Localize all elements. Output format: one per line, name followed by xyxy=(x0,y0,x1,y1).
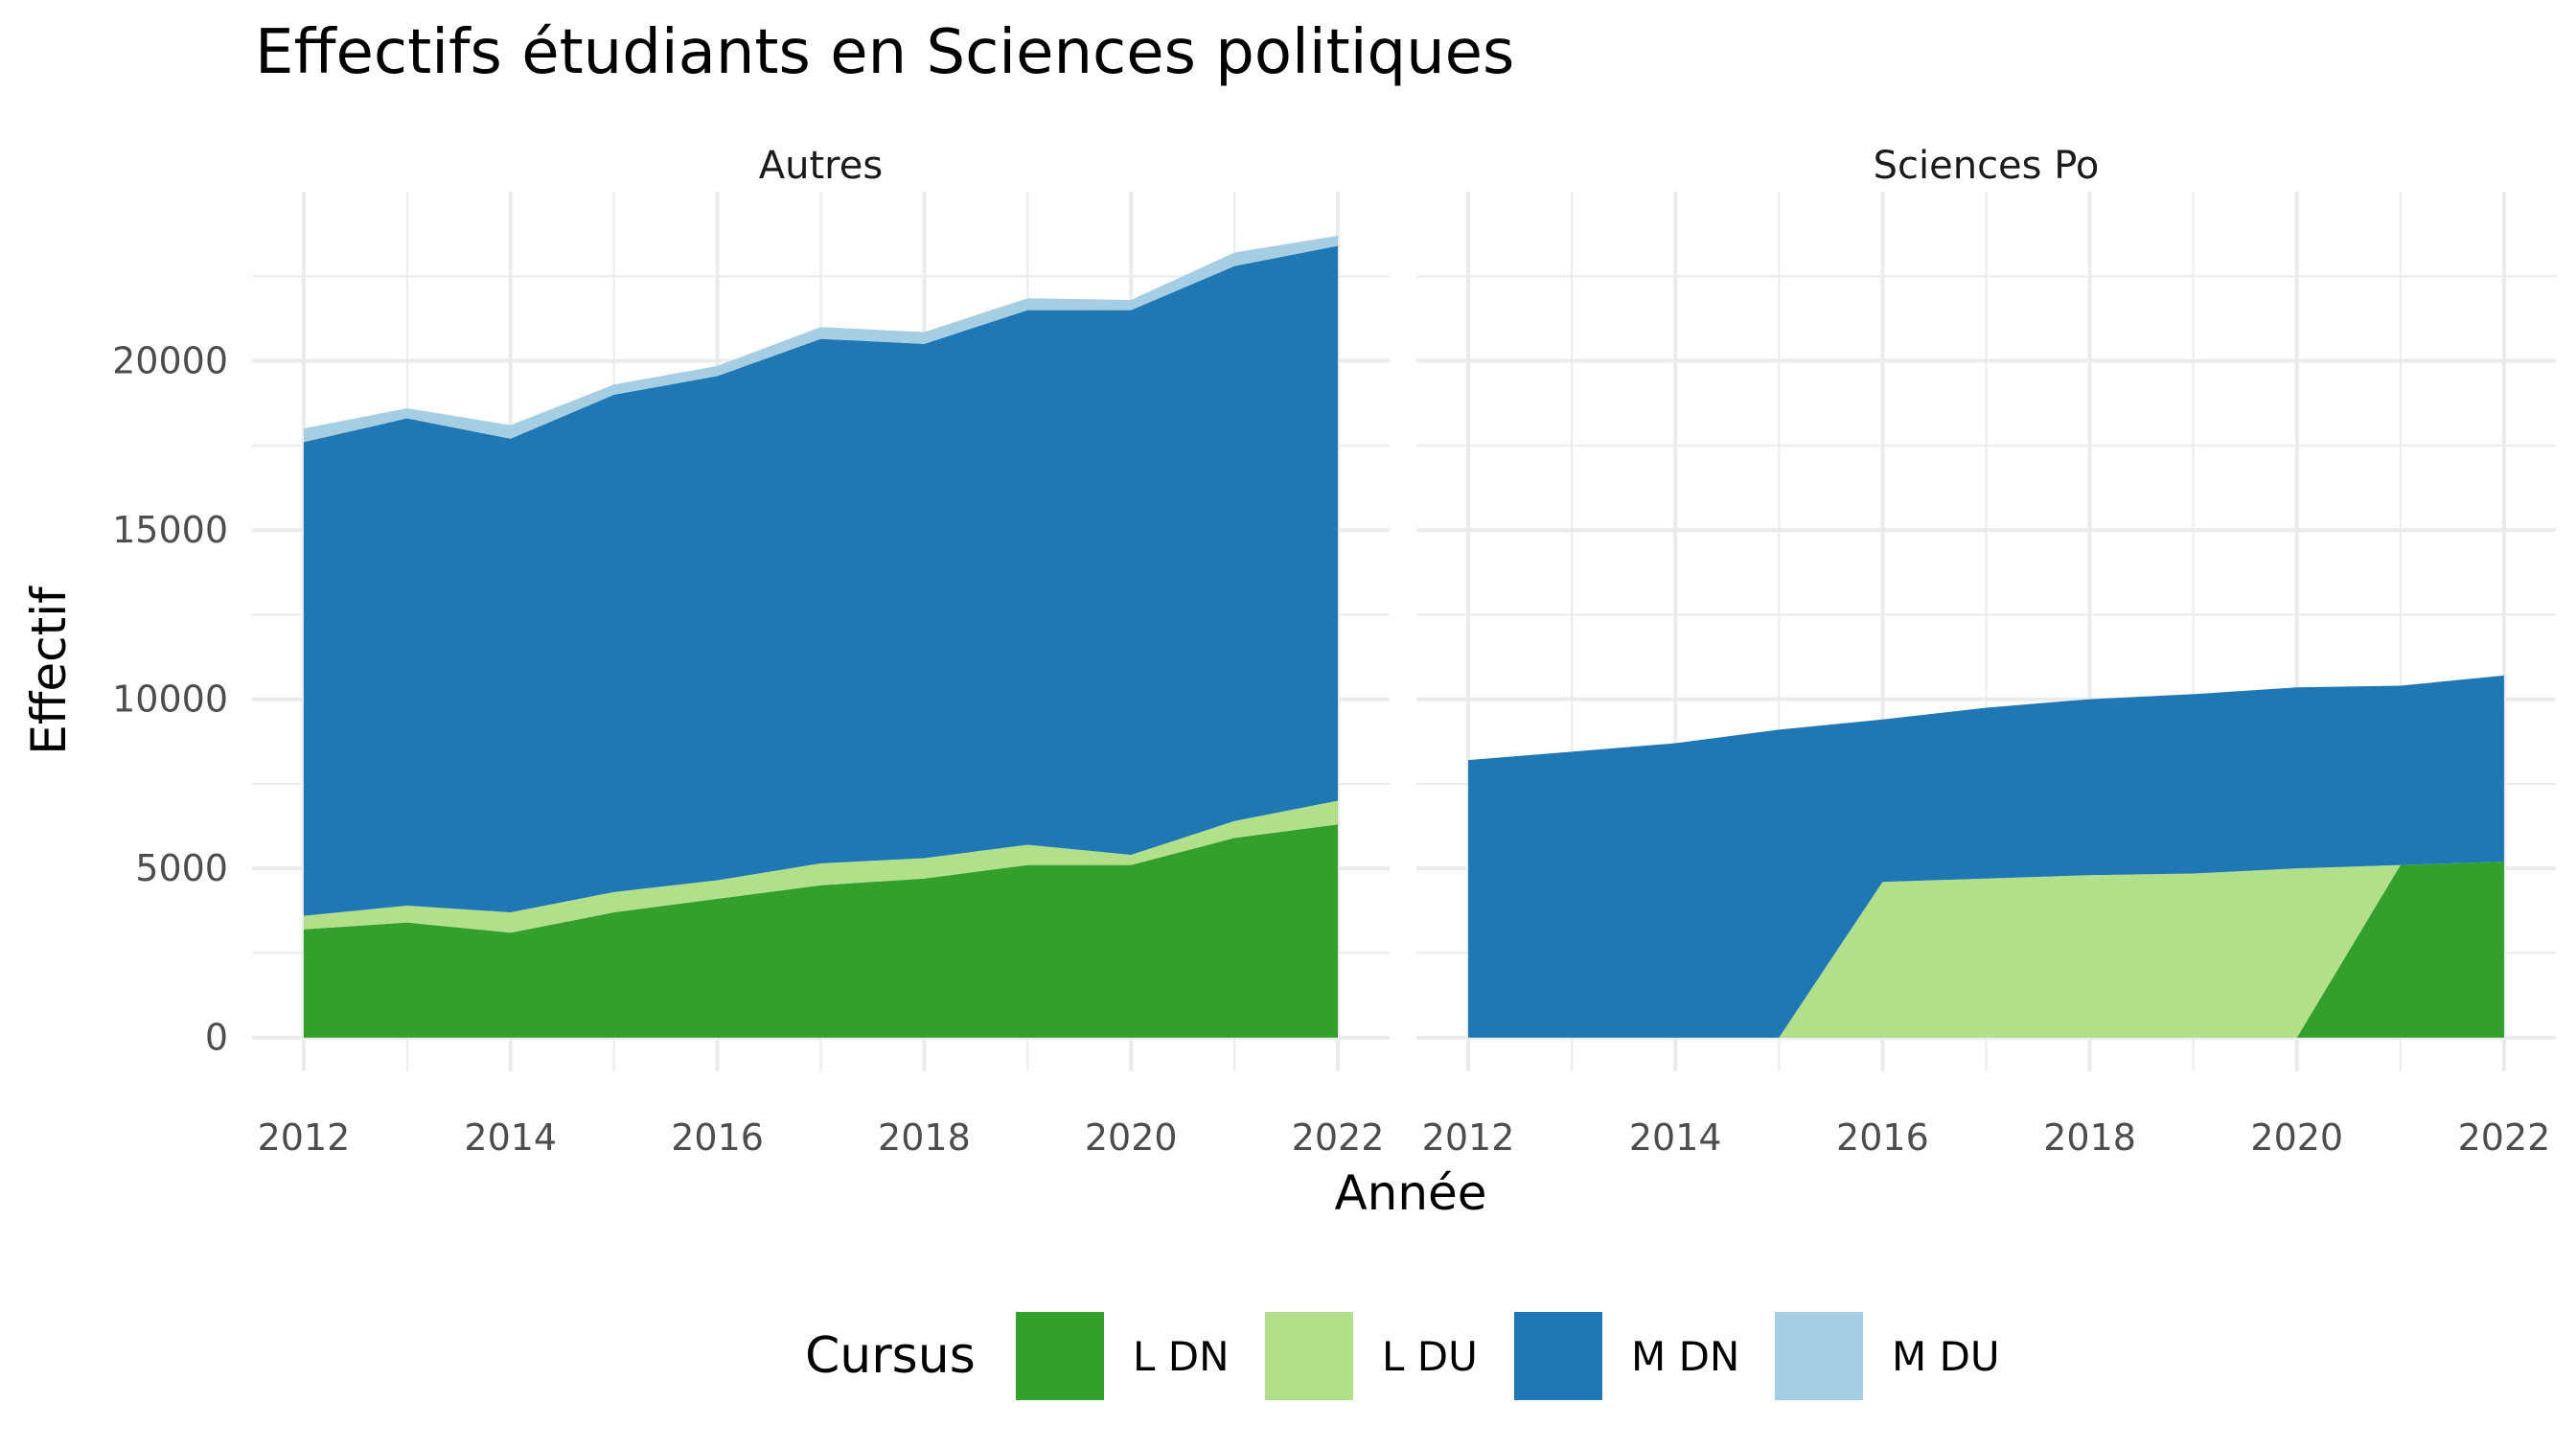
x-tick-label: 2016 xyxy=(1836,1116,1929,1159)
y-tick-label: 5000 xyxy=(135,847,228,889)
facet-label: Sciences Po xyxy=(1874,144,2100,188)
legend-item-m-du: M DU xyxy=(1775,1312,2000,1400)
x-tick-label: 2014 xyxy=(1629,1116,1722,1159)
x-axis-ticks: 2012 2014 2016 2018 2020 2022 xyxy=(1422,1116,2551,1159)
x-tick-label: 2018 xyxy=(2043,1116,2136,1159)
x-tick-label: 2012 xyxy=(1422,1116,1515,1159)
x-tick-label: 2012 xyxy=(258,1116,351,1159)
area-m-dn xyxy=(1468,675,2504,1038)
y-axis-ticks: 0 5000 10000 15000 20000 xyxy=(112,340,228,1059)
legend-key xyxy=(1775,1312,1863,1400)
x-tick-label: 2020 xyxy=(2250,1116,2343,1159)
area-l-du xyxy=(1468,862,2504,1038)
area-l-dn xyxy=(1468,862,2504,1038)
legend-label: M DN xyxy=(1631,1333,1739,1380)
legend-label: M DU xyxy=(1892,1333,2000,1380)
x-tick-label: 2022 xyxy=(2458,1116,2551,1159)
y-tick-label: 20000 xyxy=(112,340,228,382)
legend-item-m-dn: M DN xyxy=(1514,1312,1739,1400)
legend-key xyxy=(1514,1312,1602,1400)
legend-item-l-du: L DU xyxy=(1265,1312,1478,1400)
x-axis-title: Année xyxy=(1334,1165,1486,1221)
panel-sciences-po: Sciences Po 2012 2014 2016 2018 2020 2022 xyxy=(1416,144,2556,1159)
panel-autres: Autres 2012 2014 2016 2018 2020 2022 0 5000 10000… xyxy=(112,144,1390,1159)
facet-label: Autres xyxy=(759,144,883,188)
legend-item-l-dn: L DN xyxy=(1016,1312,1230,1400)
area-l-dn xyxy=(303,824,1339,1038)
area-m-dn xyxy=(303,245,1339,916)
x-tick-label: 2022 xyxy=(1292,1116,1385,1159)
x-tick-label: 2018 xyxy=(878,1116,971,1159)
legend-label: L DU xyxy=(1382,1333,1478,1380)
legend: Cursus L DN L DU M DN M DU xyxy=(805,1312,2000,1400)
legend-key xyxy=(1265,1312,1353,1400)
y-tick-label: 15000 xyxy=(112,509,228,551)
y-tick-label: 10000 xyxy=(112,678,228,721)
stacked-areas xyxy=(303,235,1339,1038)
x-tick-label: 2016 xyxy=(671,1116,764,1159)
area-m-du xyxy=(303,235,1339,443)
x-tick-label: 2020 xyxy=(1085,1116,1178,1159)
x-tick-label: 2014 xyxy=(464,1116,557,1159)
legend-key xyxy=(1016,1312,1104,1400)
legend-title: Cursus xyxy=(805,1327,976,1385)
y-tick-label: 0 xyxy=(205,1017,228,1059)
chart-title: Effectifs étudiants en Sciences politiqu… xyxy=(255,17,1514,88)
x-axis-ticks: 2012 2014 2016 2018 2020 2022 xyxy=(258,1116,1385,1159)
area-l-du xyxy=(303,800,1339,933)
facet-panels: Autres 2012 2014 2016 2018 2020 2022 0 5000 10000… xyxy=(112,144,2556,1159)
legend-label: L DN xyxy=(1133,1333,1230,1380)
y-axis-title: Effectif xyxy=(21,586,77,755)
stacked-areas xyxy=(1468,675,2504,1038)
